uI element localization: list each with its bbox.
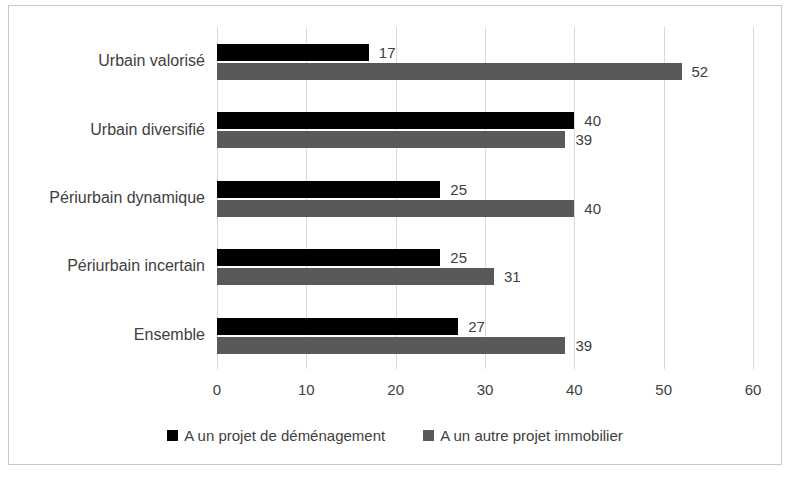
bar-autre-projet-immobilier bbox=[217, 268, 494, 285]
legend: A un projet de déménagement A un autre p… bbox=[8, 427, 782, 444]
bar-value-label: 39 bbox=[575, 337, 592, 354]
x-tick-label: 0 bbox=[213, 381, 221, 398]
bar-autre-projet-immobilier bbox=[217, 63, 682, 80]
bar-autre-projet-immobilier bbox=[217, 131, 565, 148]
legend-swatch-black bbox=[167, 430, 178, 441]
bar-projet-demenagement bbox=[217, 44, 369, 61]
x-tick-label: 20 bbox=[387, 381, 404, 398]
category-label: Urbain diversifié bbox=[20, 121, 205, 139]
bar-autre-projet-immobilier bbox=[217, 200, 574, 217]
x-tick-label: 50 bbox=[655, 381, 672, 398]
x-tick-label: 10 bbox=[298, 381, 315, 398]
legend-item-series2: A un autre projet immobilier bbox=[423, 427, 623, 444]
bar-value-label: 17 bbox=[379, 44, 396, 61]
bar-value-label: 40 bbox=[584, 200, 601, 217]
x-tick-label: 60 bbox=[745, 381, 762, 398]
x-tick-label: 30 bbox=[477, 381, 494, 398]
bar-value-label: 25 bbox=[450, 249, 467, 266]
bar-value-label: 52 bbox=[692, 63, 709, 80]
category-label: Périurbain incertain bbox=[20, 257, 205, 275]
category-label: Urbain valorisé bbox=[20, 52, 205, 70]
legend-label-series1: A un projet de déménagement bbox=[184, 427, 385, 444]
bar-value-label: 27 bbox=[468, 318, 485, 335]
bar-autre-projet-immobilier bbox=[217, 337, 565, 354]
category-labels: Urbain valorisé Urbain diversifié Périurba… bbox=[20, 0, 205, 483]
gridline bbox=[753, 27, 754, 369]
bar-value-label: 40 bbox=[584, 112, 601, 129]
plot-area: 17 52 40 39 25 40 25 31 27 39 bbox=[217, 27, 753, 369]
legend-swatch-gray bbox=[423, 430, 434, 441]
category-label: Ensemble bbox=[20, 326, 205, 344]
x-tick-label: 40 bbox=[566, 381, 583, 398]
legend-item-series1: A un projet de déménagement bbox=[167, 427, 385, 444]
bar-value-label: 25 bbox=[450, 181, 467, 198]
category-label: Périurbain dynamique bbox=[20, 189, 205, 207]
chart-page: Urbain valorisé Urbain diversifié Périurba… bbox=[0, 0, 800, 483]
legend-label-series2: A un autre projet immobilier bbox=[440, 427, 623, 444]
bar-value-label: 39 bbox=[575, 131, 592, 148]
bar-projet-demenagement bbox=[217, 112, 574, 129]
bar-value-label: 31 bbox=[504, 268, 521, 285]
bar-projet-demenagement bbox=[217, 181, 440, 198]
bar-projet-demenagement bbox=[217, 249, 440, 266]
x-axis: 0102030405060 bbox=[217, 381, 753, 401]
bar-projet-demenagement bbox=[217, 318, 458, 335]
